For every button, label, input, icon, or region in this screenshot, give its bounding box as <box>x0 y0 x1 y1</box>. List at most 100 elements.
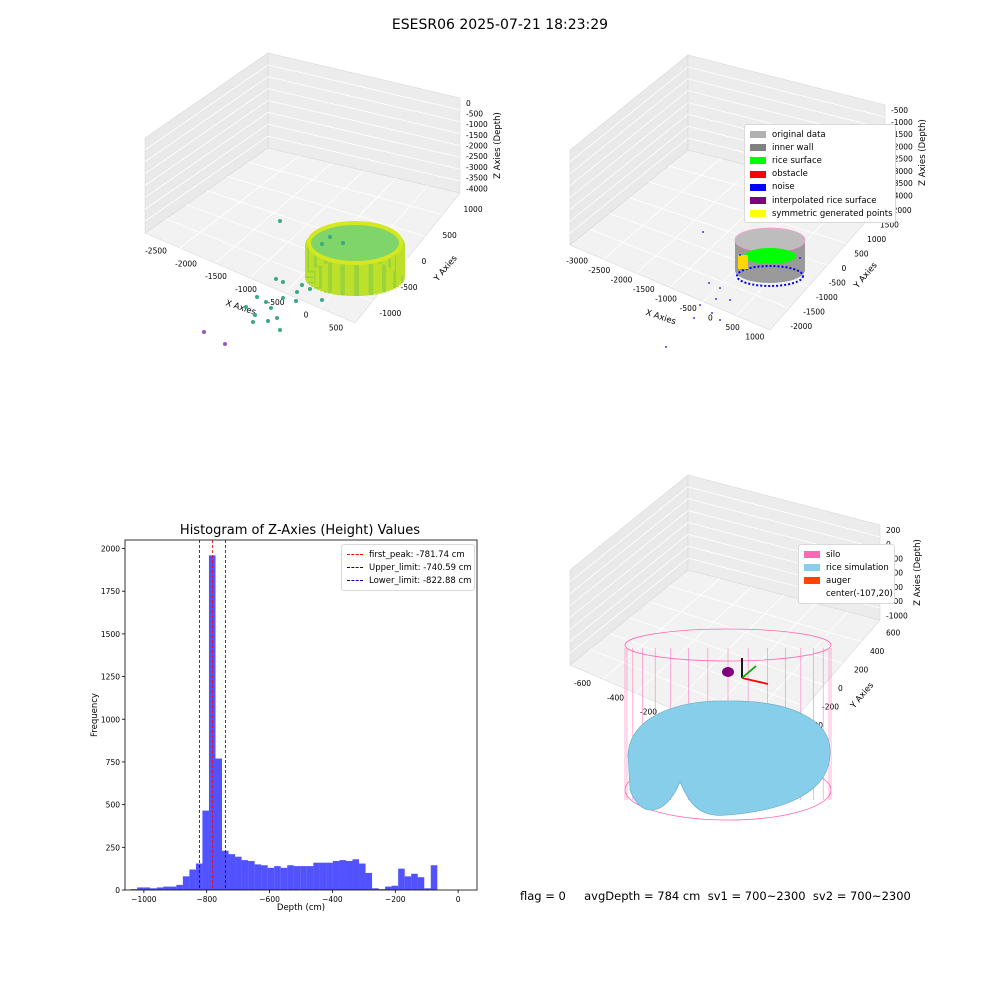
raw-point <box>223 342 227 346</box>
auger-axis-y <box>741 665 757 679</box>
raw-point <box>244 305 248 309</box>
auger-axis-x <box>741 677 769 685</box>
raw-wall-point <box>336 261 345 296</box>
histogram-bar <box>280 867 288 890</box>
raw-grid-line <box>144 123 461 210</box>
histogram-legend-label: first_peak: -781.74 cm <box>369 549 465 560</box>
histogram-bar <box>150 888 157 890</box>
raw-y-tick: 500 <box>443 231 458 240</box>
raw-point <box>269 306 273 310</box>
raw-wall-point <box>332 260 341 295</box>
classify-x-tick: -1500 <box>633 285 655 294</box>
histogram-bar <box>313 862 320 890</box>
classify-y-tick: 1000 <box>867 235 886 244</box>
simulation-legend-item: auger <box>804 574 889 587</box>
histogram-bar <box>378 889 386 890</box>
classify-legend-swatch <box>750 210 766 218</box>
classify-legend-label: symmetric generated points <box>772 208 893 219</box>
classify-rice-surface <box>744 248 796 264</box>
classify-z-tick: -3000 <box>891 167 913 176</box>
classify-z-tick: -3500 <box>891 179 913 188</box>
histogram-bar <box>411 873 418 890</box>
raw-wall-point <box>346 261 355 296</box>
raw-wall-point <box>374 259 382 294</box>
simulation-grid-line <box>668 585 862 643</box>
classify-noise-point <box>729 299 731 301</box>
raw-y-tick: 1000 <box>464 205 483 214</box>
histogram-bar <box>130 889 138 890</box>
raw-point <box>266 319 270 323</box>
histogram-bar <box>430 865 438 890</box>
raw-z-tick: -500 <box>466 109 483 118</box>
histogram-y-tick: 1500 <box>101 630 120 639</box>
simulation-legend-item: center(-107,20) <box>804 588 893 601</box>
raw-point <box>328 235 332 239</box>
histogram-legend-swatch <box>347 554 363 556</box>
simulation-legend-label: silo <box>826 549 841 560</box>
raw-wall-point <box>360 261 369 296</box>
raw-z-tick: -2000 <box>466 142 488 151</box>
raw-wall-point <box>369 260 378 295</box>
histogram-bar <box>417 877 425 890</box>
simulation-legend-swatch <box>804 551 820 559</box>
classify-legend-label: interpolated rice surface <box>772 195 877 206</box>
histogram-y-tick: 500 <box>106 801 121 810</box>
histogram-bar <box>189 869 196 890</box>
classify-y-tick: -500 <box>829 278 846 287</box>
simulation-grid-line <box>569 498 881 595</box>
histogram-bar <box>248 860 255 890</box>
raw-point <box>278 328 282 332</box>
classify-legend-label: original data <box>772 129 826 140</box>
classify-noise-point <box>719 287 721 289</box>
raw-y-tick: -1000 <box>380 309 402 318</box>
classify-legend-item: rice surface <box>750 154 890 167</box>
classify-legend-label: noise <box>772 182 795 193</box>
histogram-legend: first_peak: -781.74 cm Upper_limit: -740.… <box>341 544 475 591</box>
histogram-bar <box>287 865 294 890</box>
raw-grid-line <box>144 135 461 222</box>
classify-legend-item: interpolated rice surface <box>750 194 890 207</box>
histogram-x-tick: −1000 <box>131 895 157 904</box>
figure-title: ESESR06 2025-07-21 18:23:29 <box>391 17 609 33</box>
raw-wall-point <box>396 242 405 277</box>
raw-y-tick: 0 <box>422 257 427 266</box>
simulation-legend-swatch <box>804 591 820 598</box>
raw-x-tick: -1000 <box>235 285 257 294</box>
classify-y-tick: 1500 <box>880 221 899 230</box>
classify-legend-item: original data <box>750 128 890 141</box>
histogram-bar <box>182 876 190 890</box>
histogram-x-tick: −200 <box>385 895 406 904</box>
raw-point <box>253 313 257 317</box>
classify-z-tick: -2500 <box>891 155 913 164</box>
histogram-x-tick: 0 <box>456 895 461 904</box>
histogram-bar <box>385 886 392 890</box>
classify-y-tick: 2000 <box>893 206 912 215</box>
classify-legend-swatch <box>750 144 766 152</box>
classify-y-tick: -2000 <box>790 322 812 331</box>
histogram-bar <box>345 860 353 890</box>
raw-point <box>281 296 285 300</box>
raw-z-tick: 0 <box>466 99 471 108</box>
histogram-bar <box>391 885 399 890</box>
simulation-legend-item: silo <box>804 548 889 561</box>
raw-z-tick: -4000 <box>466 184 488 193</box>
classify-noise-point <box>665 346 667 348</box>
simulation-y-tick: 400 <box>870 647 885 656</box>
classify-x-tick: 1000 <box>745 332 764 341</box>
classify-legend-swatch <box>750 197 766 205</box>
histogram-bar <box>274 866 281 890</box>
simulation-grid-line <box>569 486 881 583</box>
histogram-legend-item: first_peak: -781.74 cm <box>347 548 469 561</box>
raw-grid-line <box>144 111 461 198</box>
classify-legend-item: noise <box>750 181 890 194</box>
histogram-bar <box>235 856 242 890</box>
classify-legend-label: rice surface <box>772 155 822 166</box>
raw-point <box>320 242 324 246</box>
classify-legend-swatch <box>750 131 766 139</box>
histogram-y-tick: 750 <box>106 758 121 767</box>
classify-z-tick: -1000 <box>891 118 913 127</box>
classify-z-label: Z Axies (Depth) <box>918 119 928 186</box>
raw-wall-point <box>365 261 374 296</box>
classify-noise-ring <box>736 265 804 287</box>
